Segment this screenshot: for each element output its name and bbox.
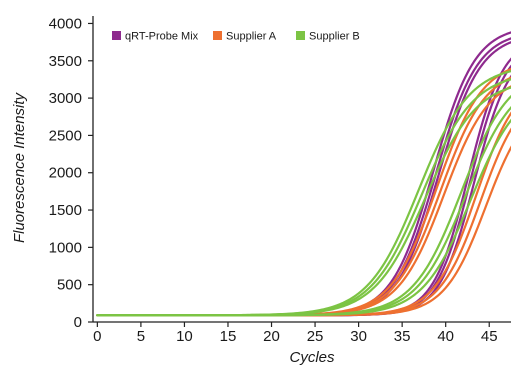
- legend: qRT-Probe Mix Supplier A Supplier B: [112, 31, 360, 43]
- y-tick-label: 3500: [49, 53, 82, 70]
- y-tick-label: 500: [57, 277, 82, 294]
- amplification-curve: [96, 70, 511, 317]
- x-tick-label: 10: [176, 328, 193, 345]
- x-tick-label: 30: [350, 328, 367, 345]
- x-axis-title: Cycles: [289, 349, 335, 366]
- amplification-curve: [96, 67, 511, 317]
- amplification-curve: [96, 94, 511, 317]
- x-tick-label: 45: [481, 328, 498, 345]
- x-ticks-layer: 0 5 10 15 20 25 30 35 40 45: [93, 322, 498, 345]
- x-tick-label: 15: [220, 328, 237, 345]
- legend-label: Supplier A: [226, 31, 277, 43]
- amplification-curve: [96, 118, 511, 317]
- amplification-curve: [96, 78, 511, 317]
- y-ticks-layer: 0 500 1000 1500 2000 2500 3000 3500 4000: [49, 15, 93, 331]
- amplification-curve: [96, 76, 511, 317]
- y-tick-label: 4000: [49, 15, 82, 32]
- amplification-curve: [96, 74, 511, 317]
- x-tick-label: 5: [137, 328, 145, 345]
- legend-swatch: [213, 31, 222, 40]
- y-tick-label: 0: [74, 314, 82, 331]
- legend-item: qRT-Probe Mix: [112, 31, 199, 43]
- y-tick-label: 3000: [49, 90, 82, 107]
- x-tick-label: 35: [394, 328, 411, 345]
- curves-layer: [96, 31, 511, 317]
- legend-label: Supplier B: [309, 31, 360, 43]
- y-tick-label: 1500: [49, 202, 82, 219]
- y-axis-title: Fluorescence Intensity: [11, 91, 28, 243]
- amplification-curve: [96, 64, 511, 317]
- x-tick-label: 20: [263, 328, 280, 345]
- x-tick-label: 0: [93, 328, 101, 345]
- legend-item: Supplier A: [213, 31, 277, 43]
- x-tick-label: 25: [307, 328, 324, 345]
- legend-item: Supplier B: [296, 31, 360, 43]
- legend-swatch: [296, 31, 305, 40]
- x-tick-label: 40: [437, 328, 454, 345]
- legend-swatch: [112, 31, 121, 40]
- y-tick-label: 2000: [49, 165, 82, 182]
- legend-label: qRT-Probe Mix: [125, 31, 199, 43]
- y-tick-label: 1000: [49, 239, 82, 256]
- y-tick-label: 2500: [49, 127, 82, 144]
